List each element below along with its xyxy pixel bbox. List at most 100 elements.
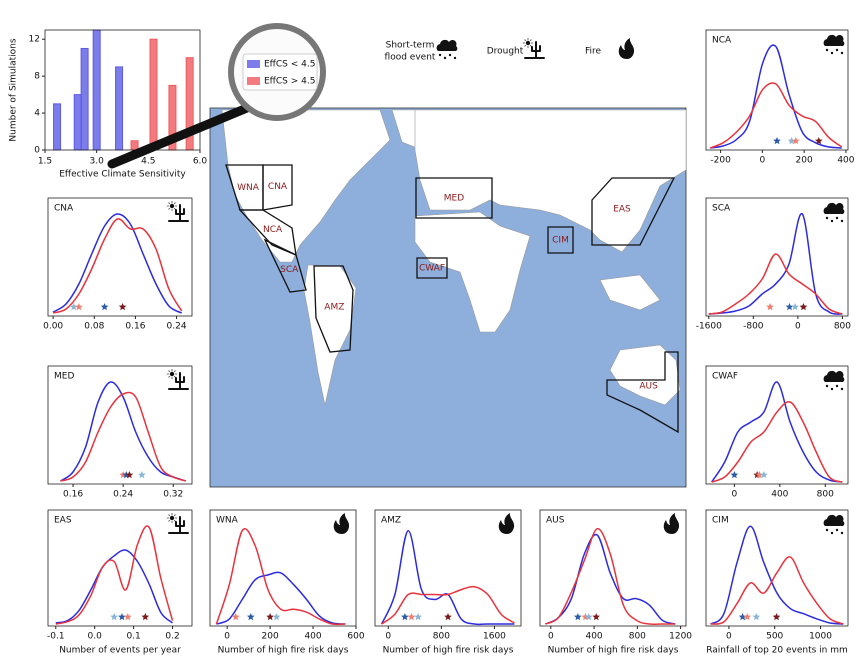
x-tick-label: 0.1 (126, 632, 140, 642)
icon-legend-label: Fire (585, 47, 602, 57)
rain-drop (448, 53, 452, 57)
y-tick-label: 8 (34, 72, 40, 82)
marker-star (584, 613, 593, 621)
x-tick-label: 0.16 (125, 322, 145, 332)
density-curve (710, 44, 842, 149)
x-tick-label: 0 (548, 632, 554, 642)
legend-swatch (247, 77, 260, 85)
icon-legend-label: Short-term (386, 41, 435, 51)
marker-star (743, 613, 751, 621)
cloud (823, 202, 845, 214)
marker-star (787, 137, 796, 145)
cactus (524, 41, 545, 59)
legend-box (242, 53, 318, 91)
panel-title: CNA (54, 204, 74, 214)
marker-star (407, 613, 416, 621)
sun (169, 371, 175, 377)
marker-star (773, 137, 781, 145)
sun-ray (174, 370, 176, 372)
x-tick-label: -1600 (696, 322, 722, 332)
region-outline (606, 351, 679, 434)
marker-star (69, 303, 78, 311)
x-axis-label: Effective Climate Sensitivity (59, 170, 186, 180)
flame (663, 513, 680, 534)
axes-frame (705, 365, 849, 485)
region-label: SCA (280, 265, 299, 275)
rain-drop (438, 53, 442, 57)
region-label: MED (444, 194, 464, 204)
sun-ray (168, 520, 170, 522)
histogram-bar (115, 66, 124, 151)
x-axis-label: Number of high fire risk days (218, 646, 349, 656)
sun-ray (174, 520, 176, 522)
panel-title: NCA (712, 36, 732, 46)
icon-fire (498, 513, 515, 534)
cloud (823, 34, 845, 46)
histogram-bar (130, 140, 139, 151)
region-outline (415, 177, 493, 219)
x-tick-label: 1600 (483, 632, 506, 642)
icon-flood (436, 39, 458, 60)
region-label: CNA (268, 182, 288, 192)
sun-ray (524, 39, 526, 41)
y-axis-label: Number of Simulations (9, 38, 19, 141)
sun-ray (174, 376, 176, 378)
marker-star (785, 303, 794, 311)
region-label: AMZ (324, 303, 344, 313)
density-curve (545, 533, 676, 625)
marker-star (772, 613, 781, 621)
marker-star (755, 471, 764, 479)
cloud (436, 39, 458, 51)
x-tick-label: -800 (743, 322, 764, 332)
sun-ray (174, 208, 176, 210)
legend-swatch (247, 60, 260, 68)
icon-legend-label: flood event (385, 53, 436, 63)
x-tick-label: 200 (262, 632, 279, 642)
x-tick-label: 0.24 (113, 490, 133, 500)
flame (618, 38, 635, 59)
legend-label: EffCS > 4.5 (264, 77, 315, 87)
sun (169, 515, 175, 521)
x-tick-label: -200 (710, 156, 731, 166)
rain-drop (835, 528, 839, 532)
sun-ray (174, 202, 176, 204)
x-axis-label: Number of events per year (59, 646, 181, 656)
x-tick-label: 500 (766, 632, 783, 642)
rain-drop (830, 219, 834, 223)
density-curve (381, 585, 515, 625)
rain-drop (840, 387, 844, 391)
panel-title: AUS (546, 516, 565, 526)
marker-star (414, 613, 422, 621)
region-outline (547, 226, 574, 254)
histogram-bar (73, 94, 82, 151)
x-tick-label: -0.1 (47, 632, 65, 642)
icon-drought (167, 201, 189, 222)
density-curve (60, 381, 186, 482)
rain-drop (825, 216, 829, 220)
region-label: WNA (237, 183, 260, 193)
marker-star (792, 137, 800, 145)
x-tick-label: 0.16 (63, 490, 83, 500)
marker-star (247, 613, 255, 621)
x-tick-label: 800 (629, 632, 646, 642)
axes-frame (374, 509, 522, 627)
x-tick-label: 1000 (809, 632, 832, 642)
density-curve (711, 381, 843, 483)
icon-fire (618, 38, 635, 59)
eurasia (414, 109, 687, 253)
x-tick-label: 0 (732, 490, 738, 500)
marker-star (592, 613, 600, 621)
density-curve (708, 253, 843, 315)
marker-star (75, 303, 83, 311)
x-tick-label: 0.08 (84, 322, 104, 332)
cloud (823, 370, 845, 382)
marker-star (266, 613, 274, 621)
sun-ray (168, 202, 170, 204)
marker-star (401, 613, 409, 621)
icon-legend-label: Drought (487, 47, 524, 57)
axes-frame (44, 29, 201, 151)
marker-star (799, 303, 808, 311)
y-tick-label: 0 (34, 146, 40, 156)
cactus (168, 516, 189, 534)
axes-frame (705, 509, 849, 627)
